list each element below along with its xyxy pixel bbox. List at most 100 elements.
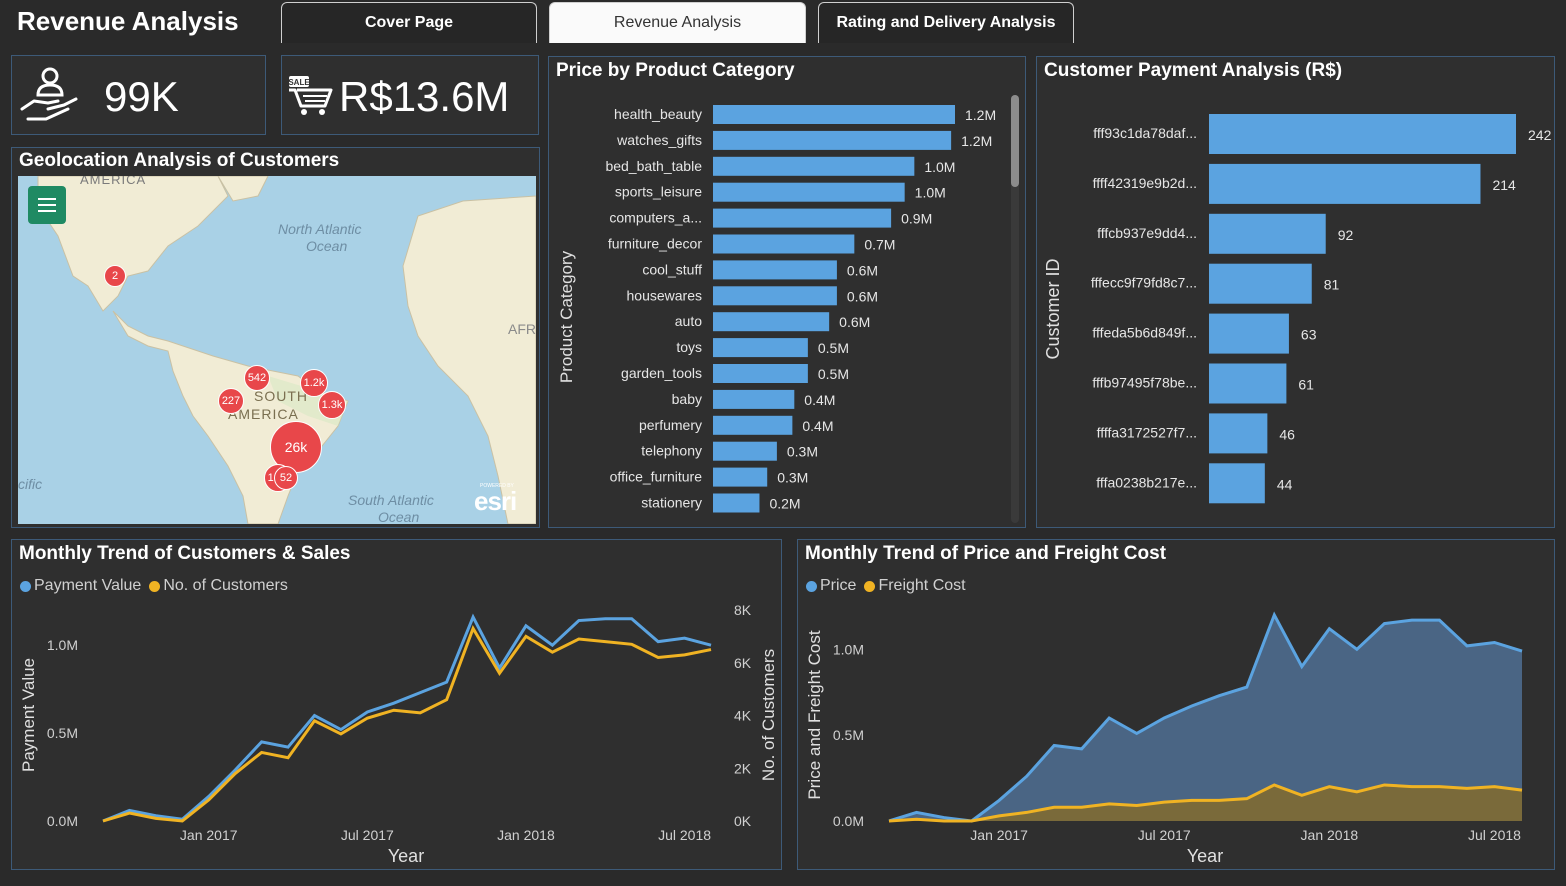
- freight-area[interactable]: [889, 784, 1522, 821]
- map-label-america-top: AMERICA: [80, 176, 147, 187]
- map-bubble-large[interactable]: 26k: [270, 421, 322, 473]
- map-label-south-atlantic: South Atlantic: [348, 492, 434, 508]
- tab-cover-page[interactable]: Cover Page: [281, 2, 537, 43]
- category-data-label: 0.3M: [787, 444, 818, 460]
- scrollbar-thumb[interactable]: [1011, 95, 1019, 187]
- price-category-axis-label: Product Category: [557, 250, 576, 383]
- category-tick-label: telephony: [641, 443, 702, 459]
- esri-powered-text: POWERED BY: [480, 483, 514, 489]
- tab-revenue-analysis[interactable]: Revenue Analysis: [549, 2, 806, 43]
- legend-dot-payment: [20, 580, 31, 592]
- map-bubble[interactable]: 1.2k: [300, 369, 328, 397]
- category-data-label: 0.6M: [839, 314, 870, 330]
- customer-id-tick-label: fffeda5b6d849f...: [1092, 325, 1197, 341]
- right-y-tick-label: 4K: [734, 708, 752, 724]
- map-bubble[interactable]: 227: [218, 388, 244, 414]
- hamburger-icon: [38, 198, 56, 200]
- payment-bar[interactable]: [1209, 163, 1481, 204]
- payment-bar[interactable]: [1209, 363, 1287, 404]
- payment-data-label: 92: [1338, 227, 1354, 243]
- category-bar[interactable]: [713, 105, 955, 124]
- x-axis-label: Year: [1187, 846, 1223, 866]
- payment-data-label: 46: [1279, 426, 1295, 442]
- customer-id-tick-label: fffa0238b217e...: [1096, 474, 1197, 490]
- payment-bar[interactable]: [1209, 413, 1268, 454]
- category-data-label: 1.0M: [915, 185, 946, 201]
- category-tick-label: sports_leisure: [615, 184, 702, 200]
- category-data-label: 0.6M: [847, 262, 878, 278]
- x-tick-label: Jan 2017: [970, 827, 1028, 843]
- kpi-customers-value: 99K: [104, 73, 179, 120]
- category-tick-label: toys: [676, 339, 702, 355]
- category-bar[interactable]: [713, 364, 808, 383]
- payment-bar[interactable]: [1209, 313, 1289, 354]
- payment-bar[interactable]: [1209, 213, 1326, 254]
- map-label-north-atlantic: North Atlantic: [278, 221, 362, 237]
- customer-id-tick-label: ffffa3172527f7...: [1097, 424, 1197, 440]
- tab-label: Rating and Delivery Analysis: [836, 14, 1056, 31]
- payment-data-label: 81: [1324, 277, 1340, 293]
- legend-dot-freight: [864, 580, 876, 592]
- category-bar[interactable]: [713, 338, 808, 358]
- payment-value-line[interactable]: [102, 613, 712, 823]
- legend-no-of-customers: No. of Customers: [163, 577, 288, 594]
- category-bar[interactable]: [713, 286, 837, 306]
- esri-logo: esri: [474, 486, 517, 516]
- payment-data-label: 214: [1492, 177, 1516, 193]
- legend-freight-cost: Freight Cost: [878, 577, 966, 594]
- customer-id-tick-label: fff93c1da78daf...: [1093, 125, 1197, 141]
- kpi-card-customers: 99K: [11, 55, 266, 135]
- category-bar[interactable]: [713, 260, 837, 280]
- category-bar[interactable]: [713, 389, 795, 409]
- category-bar[interactable]: [713, 312, 830, 332]
- price-freight-legend: Price Freight Cost: [806, 577, 966, 595]
- map-label-ocean-south: Ocean: [378, 509, 420, 524]
- scrollbar-track[interactable]: [1011, 95, 1019, 523]
- category-data-label: 0.4M: [804, 392, 835, 408]
- map-bubble[interactable]: 542: [244, 365, 270, 391]
- geolocation-map[interactable]: AMERICA North Atlantic Ocean AFR SOUTH A…: [18, 176, 536, 524]
- price-area[interactable]: [889, 615, 1522, 821]
- category-bar[interactable]: [713, 441, 777, 461]
- freight-line[interactable]: [888, 783, 1523, 823]
- price-freight-chart: Price and Freight Cost 0.0M 0.5M 1.0M Jan 20…: [805, 611, 1523, 866]
- map-bubble[interactable]: 1.3k: [318, 391, 346, 419]
- customer-id-tick-label: fffecc9f79fd8c7...: [1091, 275, 1197, 291]
- right-y-tick-label: 8K: [734, 602, 752, 618]
- price-line[interactable]: [888, 611, 1523, 823]
- left-y-tick-label: 0.0M: [47, 813, 78, 829]
- category-bar[interactable]: [713, 130, 952, 150]
- category-tick-label: baby: [672, 391, 702, 407]
- map-menu-button[interactable]: [28, 186, 66, 224]
- category-tick-label: office_furniture: [610, 469, 703, 485]
- map-bubble[interactable]: 52: [274, 466, 298, 490]
- customers-sales-trend-title: Monthly Trend of Customers & Sales: [19, 543, 351, 564]
- payment-bar[interactable]: [1209, 463, 1265, 504]
- category-bar[interactable]: [713, 156, 915, 176]
- category-tick-label: stationery: [641, 495, 702, 511]
- payment-data-label: 44: [1277, 476, 1293, 492]
- category-data-label: 1.0M: [924, 159, 955, 175]
- map-land-svg: [37, 176, 536, 524]
- map-label-south: SOUTH: [254, 388, 308, 404]
- customers-sales-trend-panel: Monthly Trend of Customers & Sales Payme…: [11, 539, 782, 870]
- payment-bar[interactable]: [1209, 263, 1312, 304]
- payment-analysis-title: Customer Payment Analysis (R$): [1044, 60, 1343, 81]
- category-bar[interactable]: [713, 493, 760, 513]
- category-bar[interactable]: [713, 415, 793, 435]
- category-tick-label: health_beauty: [614, 106, 702, 122]
- category-data-label: 0.3M: [777, 470, 808, 486]
- customers-line[interactable]: [102, 624, 712, 823]
- payment-bar[interactable]: [1209, 114, 1516, 154]
- kpi-card-sales: SALE R$13.6M: [281, 55, 539, 135]
- category-bar[interactable]: [713, 467, 768, 487]
- category-bar[interactable]: [713, 208, 892, 228]
- category-bar[interactable]: [713, 182, 905, 202]
- tab-rating-delivery[interactable]: Rating and Delivery Analysis: [818, 2, 1074, 43]
- payment-value-axis-label: Payment Value: [19, 658, 38, 772]
- category-bar[interactable]: [713, 234, 855, 254]
- category-data-label: 0.6M: [847, 288, 878, 304]
- payment-data-label: 63: [1301, 327, 1317, 343]
- map-bubble[interactable]: 2: [104, 265, 126, 287]
- right-y-tick-label: 6K: [734, 655, 752, 671]
